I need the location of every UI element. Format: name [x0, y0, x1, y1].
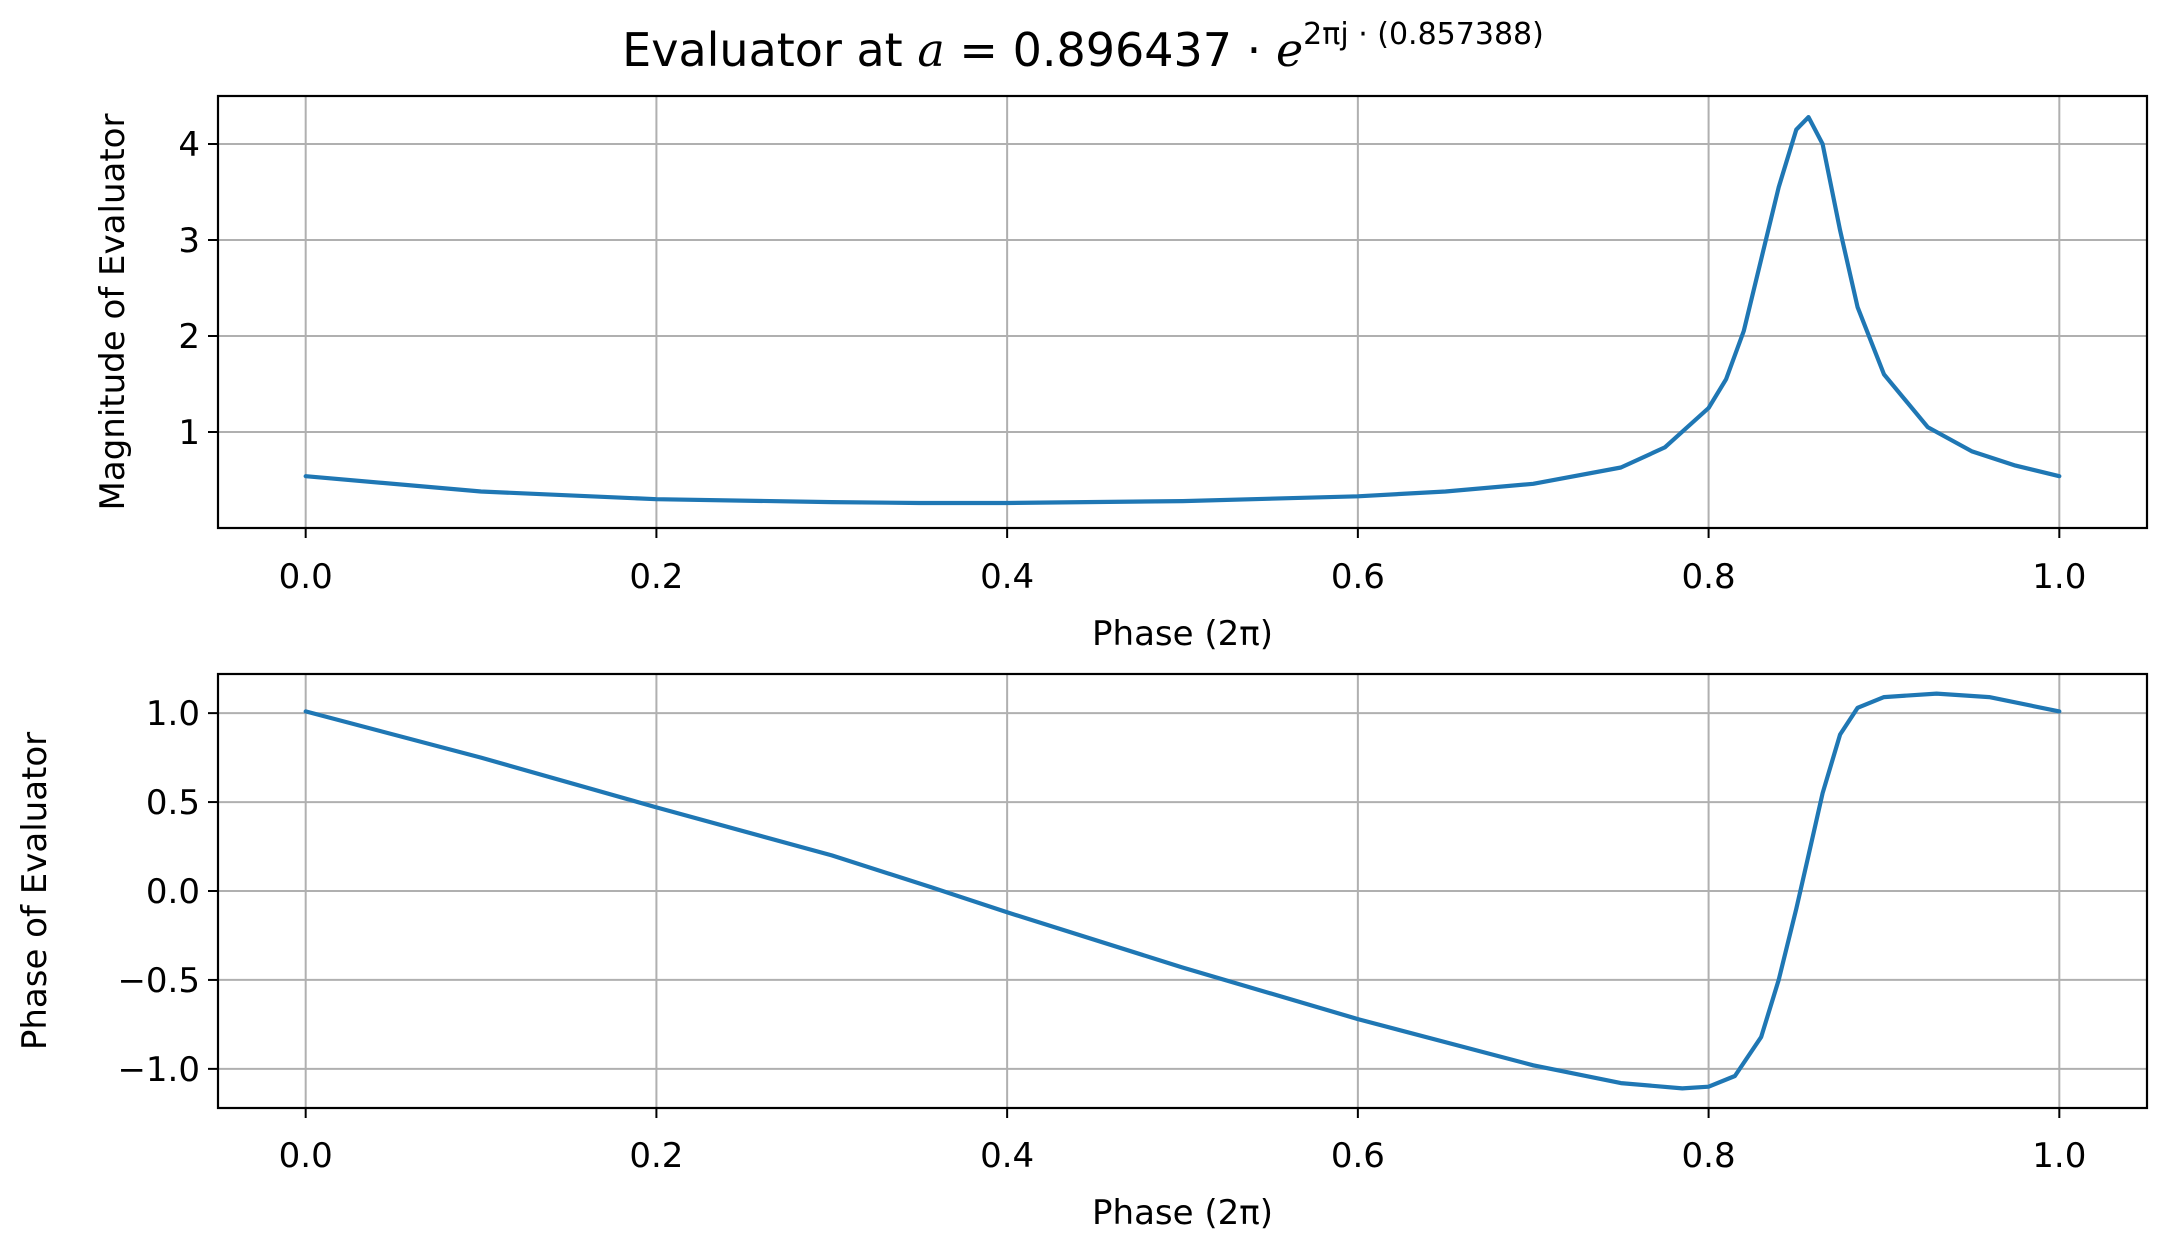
title-base: e	[1276, 23, 1303, 77]
title-var: a	[917, 23, 944, 77]
figure-title: Evaluator at a = 0.896437 · e2πj · (0.85…	[622, 17, 1544, 77]
magnitude-xtick-label-0: 0.0	[279, 557, 333, 597]
phase-ytick-label-1: 0.5	[146, 783, 200, 823]
title-exp-prefix: 2πj ·	[1303, 17, 1377, 52]
magnitude-ytick-label-2: 3	[178, 221, 200, 261]
magnitude-xtick-label-5: 1.0	[2032, 557, 2086, 597]
phase-ylabel: Phase of Evaluator	[15, 732, 55, 1050]
phase-xlabel: Phase (2π)	[1092, 1193, 1273, 1233]
title-exp-value: (0.857388)	[1377, 17, 1544, 52]
title-prefix: Evaluator at	[622, 23, 917, 77]
phase-series-line-0	[303, 691, 2062, 1091]
phase-xtick-label-5: 1.0	[2032, 1136, 2086, 1176]
magnitude-panel: 0.0 0.2 0.4 0.6 0.8 1.0 1 2 3 4 Phase (2π) Magnitud…	[93, 94, 2149, 654]
magnitude-axes-frame	[216, 94, 2149, 530]
phase-ytick-label-0: 1.0	[146, 694, 200, 734]
magnitude-series-line-0	[303, 114, 2062, 506]
magnitude-ytick-label-0: 1	[178, 413, 200, 453]
magnitude-xtick-label-3: 0.6	[1331, 557, 1385, 597]
phase-xtick-label-4: 0.8	[1682, 1136, 1736, 1176]
phase-xtick-label-1: 0.2	[629, 1136, 683, 1176]
phase-panel: 0.0 0.2 0.4 0.6 0.8 1.0 1.0 0.5 0.0 −0.5 −1.0 Phase…	[15, 672, 2149, 1233]
phase-xtick-label-0: 0.0	[279, 1136, 333, 1176]
magnitude-ylabel: Magnitude of Evaluator	[93, 114, 133, 511]
magnitude-xtick-label-4: 0.8	[1682, 557, 1736, 597]
phase-xtick-label-3: 0.6	[1331, 1136, 1385, 1176]
phase-ytick-label-4: −1.0	[117, 1050, 200, 1090]
magnitude-xtick-label-2: 0.4	[980, 557, 1034, 597]
phase-xtick-label-2: 0.4	[980, 1136, 1034, 1176]
title-equals: = 0.896437 ·	[945, 23, 1276, 77]
magnitude-xtick-label-1: 0.2	[629, 557, 683, 597]
phase-ytick-label-3: −0.5	[117, 961, 200, 1001]
magnitude-xlabel: Phase (2π)	[1092, 614, 1273, 654]
magnitude-ytick-label-1: 2	[178, 317, 200, 357]
magnitude-ytick-label-3: 4	[178, 125, 200, 165]
phase-ytick-label-2: 0.0	[146, 872, 200, 912]
